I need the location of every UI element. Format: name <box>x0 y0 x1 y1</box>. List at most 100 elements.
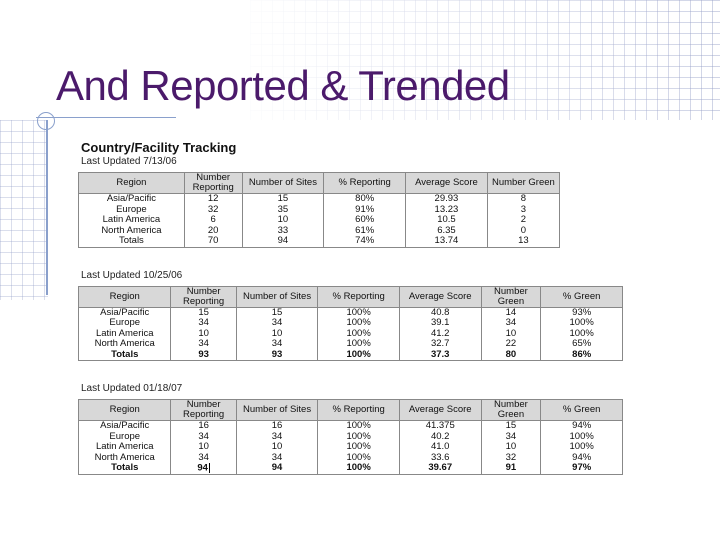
table-header-row: Region Number Reporting Number of Sites … <box>77 285 623 308</box>
table-cell: 94% <box>540 420 623 432</box>
table-row: Asia/Pacific 16 16 100% 41.375 15 94% <box>77 420 623 432</box>
column-header: % Reporting <box>323 172 407 194</box>
table-cell: 94 <box>235 463 319 475</box>
table-cell: Totals <box>77 463 172 475</box>
table-cell: 2 <box>486 214 561 226</box>
table-cell: 10.5 <box>405 214 488 226</box>
table-cell: 14 <box>480 307 542 318</box>
table-header-row: Region Number Reporting Number of Sites … <box>77 399 623 421</box>
table-cell: 15 <box>480 420 542 432</box>
table-cell: 80 <box>480 349 542 361</box>
decorative-line-vertical <box>46 120 48 295</box>
table-cell: 10 <box>170 441 237 453</box>
table-cell: 34 <box>170 338 237 350</box>
table-cell: North America <box>77 452 172 463</box>
table-cell: 93 <box>235 349 319 361</box>
table-totals-row: Totals 70 94 74% 13.74 13 <box>78 235 561 248</box>
table-cell: 100% <box>317 317 400 329</box>
table-row: Europe 32 35 91% 13.23 3 <box>78 204 561 215</box>
table-cell: 33 <box>241 225 325 236</box>
column-header: Average Score <box>398 399 482 421</box>
column-header: Number of Sites <box>235 399 319 421</box>
table-cell: 97% <box>540 463 623 475</box>
column-header: Number Reporting <box>183 172 243 194</box>
cell-value: 94 <box>197 462 208 474</box>
column-header: Number Green <box>480 285 542 308</box>
table-row: North America 34 34 100% 32.7 22 65% <box>77 338 623 350</box>
column-header: % Green <box>540 285 623 308</box>
table-cell: 70 <box>183 235 243 248</box>
table-row: North America 34 34 100% 33.6 32 94% <box>77 452 623 463</box>
report-block-1: Last Updated 7/13/06 Region Number Repor… <box>78 156 638 248</box>
report-block-2: Last Updated 10/25/06 Region Number Repo… <box>77 270 638 361</box>
table-cell: 100% <box>540 431 623 442</box>
table-row: North America 20 33 61% 6.35 0 <box>78 225 561 236</box>
last-updated-label: Last Updated 01/18/07 <box>81 383 183 394</box>
table-row: Latin America 10 10 100% 41.0 10 100% <box>77 441 623 453</box>
table-cell: 6 <box>183 214 243 226</box>
table-cell: 80% <box>323 193 407 205</box>
tracking-table-3: Region Number Reporting Number of Sites … <box>77 399 623 475</box>
table-header-row: Region Number Reporting Number of Sites … <box>78 172 561 194</box>
table-cell: 39.67 <box>398 463 482 475</box>
table-cell: Asia/Pacific <box>78 193 185 205</box>
table-cell: 32.7 <box>398 338 482 350</box>
table-cell: 100% <box>317 349 400 361</box>
table-row: Asia/Pacific 15 15 100% 40.8 14 93% <box>77 307 623 318</box>
table-cell: Europe <box>77 317 172 329</box>
decorative-grid-top <box>250 0 720 120</box>
table-cell: 10 <box>170 328 237 339</box>
text-cursor-icon <box>208 463 210 473</box>
table-cell: Europe <box>78 204 185 215</box>
table-row: Europe 34 34 100% 40.2 34 100% <box>77 431 623 442</box>
table-cell: 10 <box>241 214 325 226</box>
table-cell: 29.93 <box>405 193 488 205</box>
table-cell: 60% <box>323 214 407 226</box>
table-cell: 35 <box>241 204 325 215</box>
decorative-crosshair-icon <box>37 112 55 130</box>
table-cell: 61% <box>323 225 407 236</box>
table-cell: 12 <box>183 193 243 205</box>
report-block-3: Last Updated 01/18/07 Region Number Repo… <box>77 383 638 475</box>
table-cell: Latin America <box>77 441 172 453</box>
table-cell: 22 <box>480 338 542 350</box>
table-cell: 0 <box>486 225 561 236</box>
column-header: Number Reporting <box>170 285 237 308</box>
table-row: Latin America 10 10 100% 41.2 10 100% <box>77 328 623 339</box>
table-cell: 34 <box>235 317 319 329</box>
table-cell: 34 <box>480 317 542 329</box>
table-cell: 93 <box>170 349 237 361</box>
table-cell: 41.375 <box>398 420 482 432</box>
table-cell: 100% <box>540 441 623 453</box>
table-cell: North America <box>77 338 172 350</box>
table-cell: 100% <box>317 338 400 350</box>
table-cell: 15 <box>241 193 325 205</box>
report-title: Country/Facility Tracking <box>81 140 237 155</box>
table-cell: North America <box>78 225 185 236</box>
table-cell: 74% <box>323 235 407 248</box>
table-row: Asia/Pacific 12 15 80% 29.93 8 <box>78 193 561 205</box>
column-header: Region <box>77 399 172 421</box>
table-cell: 100% <box>540 317 623 329</box>
table-cell: 39.1 <box>398 317 482 329</box>
tracking-table-1: Region Number Reporting Number of Sites … <box>78 172 561 248</box>
table-cell: 86% <box>540 349 623 361</box>
table-totals-row: Totals 94 94 100% 39.67 91 97% <box>77 462 623 475</box>
column-header: Number Reporting <box>170 399 237 421</box>
table-cell: 32 <box>480 452 542 463</box>
column-header: Number of Sites <box>235 285 319 308</box>
table-cell: 100% <box>317 420 400 432</box>
table-cell: Europe <box>77 431 172 442</box>
table-cell: 34 <box>170 431 237 442</box>
table-cell: 41.0 <box>398 441 482 453</box>
table-cell: 94 <box>241 235 325 248</box>
table-row: Latin America 6 10 60% 10.5 2 <box>78 214 561 226</box>
column-header: Number of Sites <box>241 172 325 194</box>
table-cell: 3 <box>486 204 561 215</box>
table-cell: 10 <box>480 441 542 453</box>
table-cell: 91% <box>323 204 407 215</box>
table-cell: 10 <box>480 328 542 339</box>
table-row: Europe 34 34 100% 39.1 34 100% <box>77 317 623 329</box>
slide-title: And Reported & Trended <box>56 62 510 109</box>
column-header: Average Score <box>405 172 488 194</box>
